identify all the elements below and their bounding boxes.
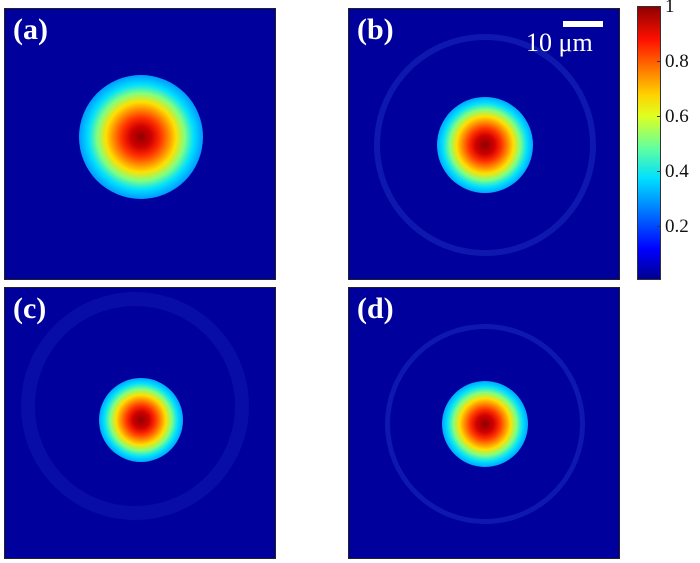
- panel-c: (c): [4, 287, 276, 559]
- scale-bar-label: 10 μm: [526, 28, 593, 57]
- intensity-spot: [442, 381, 528, 467]
- colorbar-tickmark: [657, 61, 661, 63]
- panel-a: (a): [4, 8, 276, 280]
- panel-label: (b): [357, 13, 394, 46]
- colorbar-tick-label: 0.2: [665, 216, 689, 237]
- panel-label: (d): [357, 292, 394, 325]
- colorbar-tickmark: [657, 6, 661, 8]
- diffraction-ring: [385, 324, 585, 524]
- colorbar-tickmark: [657, 116, 661, 118]
- colorbar-tick-label: 0.8: [665, 51, 689, 72]
- panel-label: (a): [13, 13, 48, 46]
- scale-bar: [563, 21, 603, 27]
- colorbar-tick-label: 0.4: [665, 161, 689, 182]
- colorbar-tickmark: [657, 171, 661, 173]
- colorbar-tick-label: 1: [665, 0, 675, 17]
- panel-d: (d): [348, 287, 620, 559]
- diffraction-ring: [374, 34, 596, 256]
- panel-b: (b): [348, 8, 620, 280]
- colorbar: [637, 6, 661, 280]
- panel-label: (c): [13, 292, 47, 325]
- intensity-spot: [437, 97, 533, 193]
- colorbar-tick-label: 0.6: [665, 106, 689, 127]
- intensity-spot: [79, 75, 203, 199]
- colorbar-tickmark: [657, 226, 661, 228]
- intensity-spot: [99, 378, 183, 462]
